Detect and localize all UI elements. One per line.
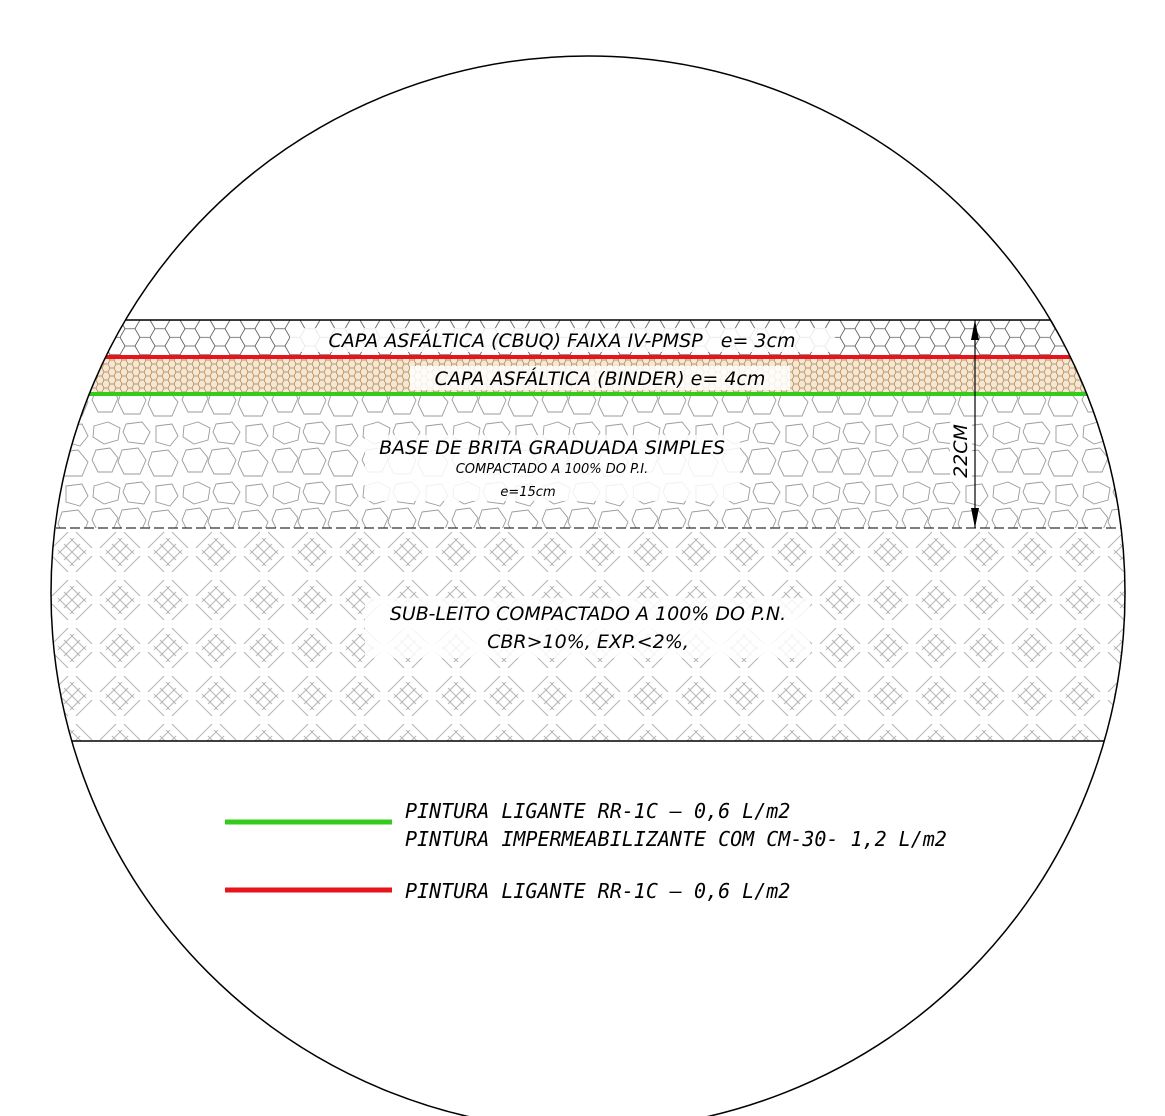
legend-red-line1: PINTURA LIGANTE RR-1C – 0,6 L/m2 bbox=[405, 879, 790, 903]
base-line3: e=15cm bbox=[500, 485, 555, 500]
dimension-label: 22CM bbox=[950, 424, 972, 478]
dimension-22cm: 22CM bbox=[950, 320, 979, 528]
binder-label-group: CAPA ASFÁLTICA (BINDER) e= 4cm bbox=[410, 366, 790, 390]
cbuq-label-group: CAPA ASFÁLTICA (CBUQ) FAIXA IV-PMSP e= 3… bbox=[290, 328, 835, 352]
legend-green-line1: PINTURA LIGANTE RR-1C – 0,6 L/m2 bbox=[405, 799, 790, 823]
binder-label: CAPA ASFÁLTICA (BINDER) e= 4cm bbox=[435, 367, 766, 390]
subleito-label: SUB-LEITO COMPACTADO A 100% DO P.N. bbox=[390, 603, 786, 625]
legend: PINTURA LIGANTE RR-1C – 0,6 L/m2 PINTURA… bbox=[225, 799, 947, 903]
base-line2: COMPACTADO A 100% DO P.I. bbox=[456, 462, 649, 477]
cbuq-label: CAPA ASFÁLTICA (CBUQ) FAIXA IV-PMSP e= 3… bbox=[329, 329, 796, 352]
legend-green-line2: PINTURA IMPERMEABILIZANTE COM CM-30- 1,2… bbox=[405, 827, 947, 851]
base-label-group: BASE DE BRITA GRADUADA SIMPLES COMPACTAD… bbox=[365, 435, 740, 501]
subleito-label-group: SUB-LEITO COMPACTADO A 100% DO P.N. CBR>… bbox=[365, 598, 810, 658]
detail-circle bbox=[50, 55, 1126, 1116]
base-label: BASE DE BRITA GRADUADA SIMPLES bbox=[379, 437, 725, 459]
subleito-line2: CBR>10%, EXP.<2%, bbox=[487, 631, 689, 653]
